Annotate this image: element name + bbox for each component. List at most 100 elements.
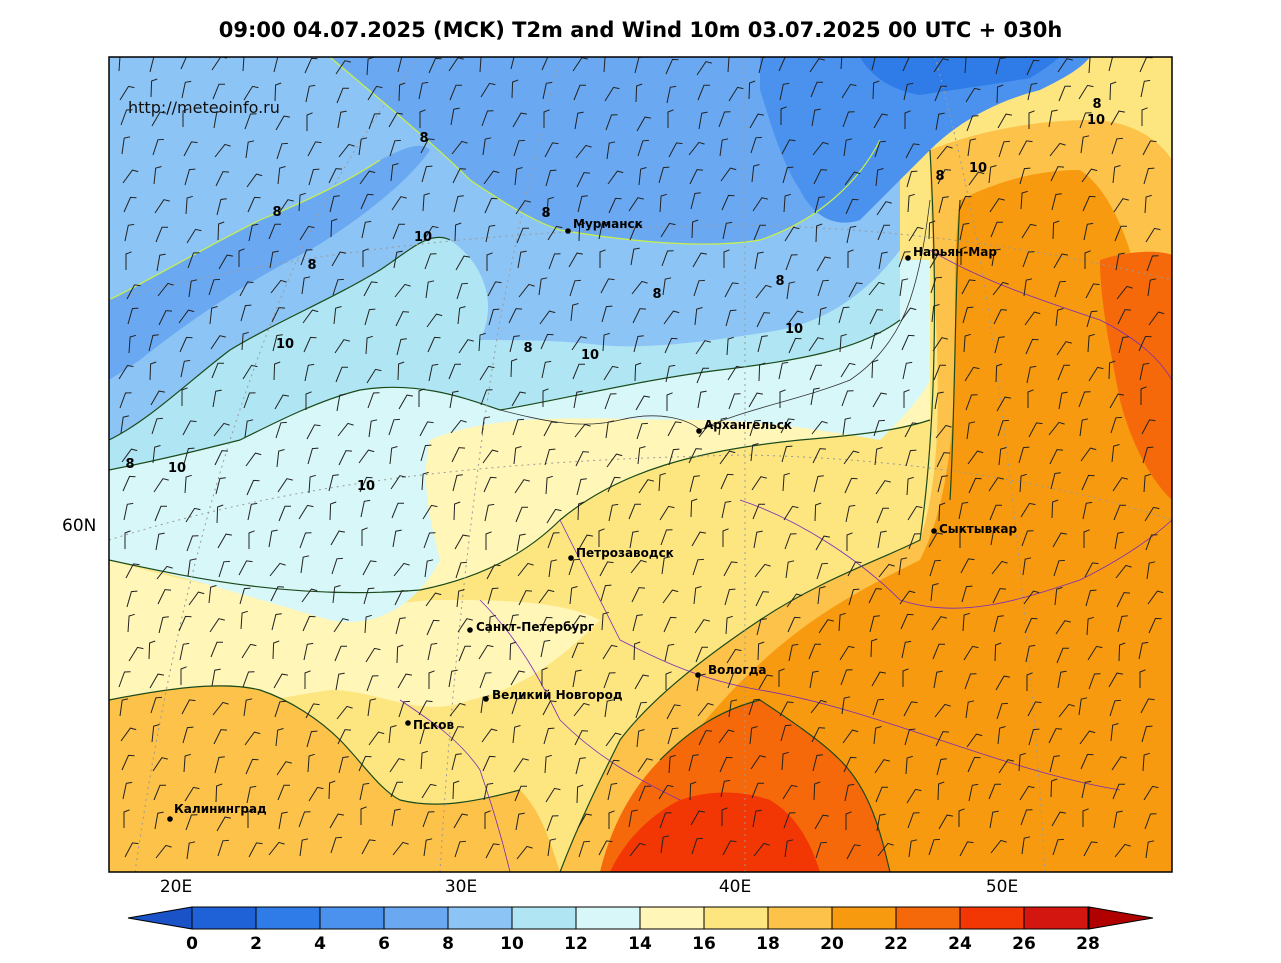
lon-label-30e: 30E <box>445 877 477 897</box>
wind-barb <box>601 305 613 323</box>
wind-barb <box>122 781 133 800</box>
wind-barb <box>451 140 468 155</box>
wind-barb <box>998 759 1014 774</box>
contour-label: 10 <box>581 348 599 363</box>
wind-barb <box>418 81 429 100</box>
wind-barb <box>600 584 612 602</box>
colorbar-tick-label: 4 <box>314 934 326 954</box>
wind-barb <box>1108 672 1123 688</box>
wind-barb <box>1023 278 1033 297</box>
wind-barb <box>484 503 495 522</box>
wind-barb <box>332 585 341 604</box>
wind-barb <box>182 726 194 744</box>
contour-label: 8 <box>307 258 316 273</box>
wind-barb <box>546 196 554 216</box>
wind-barb <box>302 309 319 324</box>
wind-barb <box>217 221 225 241</box>
wind-barb <box>239 281 254 297</box>
wind-barb <box>1027 701 1042 717</box>
wind-barb <box>395 617 406 635</box>
wind-barb <box>664 337 678 354</box>
wind-barb <box>1108 57 1114 72</box>
wind-barb <box>787 616 801 633</box>
city-label: Калининград <box>174 802 267 816</box>
wind-barb <box>125 251 132 270</box>
wind-barb <box>659 193 667 213</box>
wind-barb <box>1112 783 1125 800</box>
city-label: Санкт-Петербург <box>476 620 594 634</box>
wind-barb <box>271 307 286 323</box>
wind-barb <box>359 782 370 801</box>
wind-barb <box>727 672 740 689</box>
wind-barb <box>390 781 403 798</box>
wind-barb <box>877 224 890 241</box>
wind-barb <box>215 783 223 803</box>
wind-barb <box>568 252 583 268</box>
wind-barb <box>338 756 349 774</box>
wind-barb <box>814 196 825 214</box>
wind-barb <box>1141 725 1153 743</box>
wind-barb <box>574 111 584 130</box>
city-kaliningrad: Калининград <box>167 802 267 822</box>
colorbar-tick-label: 14 <box>628 934 652 954</box>
wind-barb <box>907 193 915 213</box>
wind-barb <box>756 618 767 636</box>
wind-barb <box>513 139 525 157</box>
wind-barb <box>935 424 952 439</box>
wind-barb <box>300 249 313 266</box>
wind-barb <box>603 672 616 689</box>
wind-barb <box>571 336 587 351</box>
wind-barb <box>1110 110 1125 126</box>
wind-barb <box>216 198 227 216</box>
wind-barb <box>245 452 262 467</box>
wind-barb <box>782 472 790 492</box>
wind-barb <box>332 278 344 296</box>
wind-barb <box>1056 647 1069 664</box>
wind-barb <box>1140 698 1155 714</box>
wind-barb <box>722 528 729 547</box>
wind-barb <box>270 279 287 294</box>
wind-barb <box>754 251 764 270</box>
wind-barb <box>965 87 981 103</box>
wind-barb <box>328 474 339 492</box>
wind-barb <box>510 57 515 70</box>
wind-barb <box>1139 362 1150 381</box>
wind-barb <box>307 141 322 157</box>
wind-barb <box>337 729 352 745</box>
wind-barb <box>961 279 976 295</box>
wind-barb <box>758 674 773 690</box>
graticule <box>109 57 1172 872</box>
wind-barb <box>723 561 738 577</box>
wind-barb <box>543 109 550 128</box>
wind-barb <box>513 446 522 465</box>
wind-barb <box>119 698 129 717</box>
colorbar-segment <box>319 906 385 930</box>
wind-barb <box>632 614 643 632</box>
wind-barb <box>397 361 405 381</box>
wind-barb <box>277 478 293 493</box>
wind-barb <box>727 365 743 381</box>
wind-barb <box>869 615 880 633</box>
wind-barb <box>335 672 345 691</box>
city-label: Петрозаводск <box>576 546 674 560</box>
wind-barb <box>847 249 854 268</box>
wind-barb <box>899 590 916 605</box>
wind-barb <box>573 84 586 101</box>
wind-barb <box>628 197 644 212</box>
wind-barb <box>244 113 257 130</box>
wind-barb <box>366 57 374 76</box>
contour-label: 10 <box>357 479 375 494</box>
wind-barb <box>275 421 287 439</box>
wind-barb <box>392 529 402 548</box>
wind-barb <box>848 588 860 606</box>
wind-barb <box>1083 222 1094 241</box>
city-label: Вологда <box>708 663 766 677</box>
wind-barb <box>338 450 353 466</box>
wind-barb <box>1049 142 1066 157</box>
wind-barb <box>181 387 188 406</box>
wind-barb <box>870 332 881 350</box>
wind-barb <box>751 164 760 183</box>
colorbar-segment <box>703 906 769 930</box>
wind-barb <box>1082 808 1089 827</box>
wind-barb <box>121 754 135 771</box>
